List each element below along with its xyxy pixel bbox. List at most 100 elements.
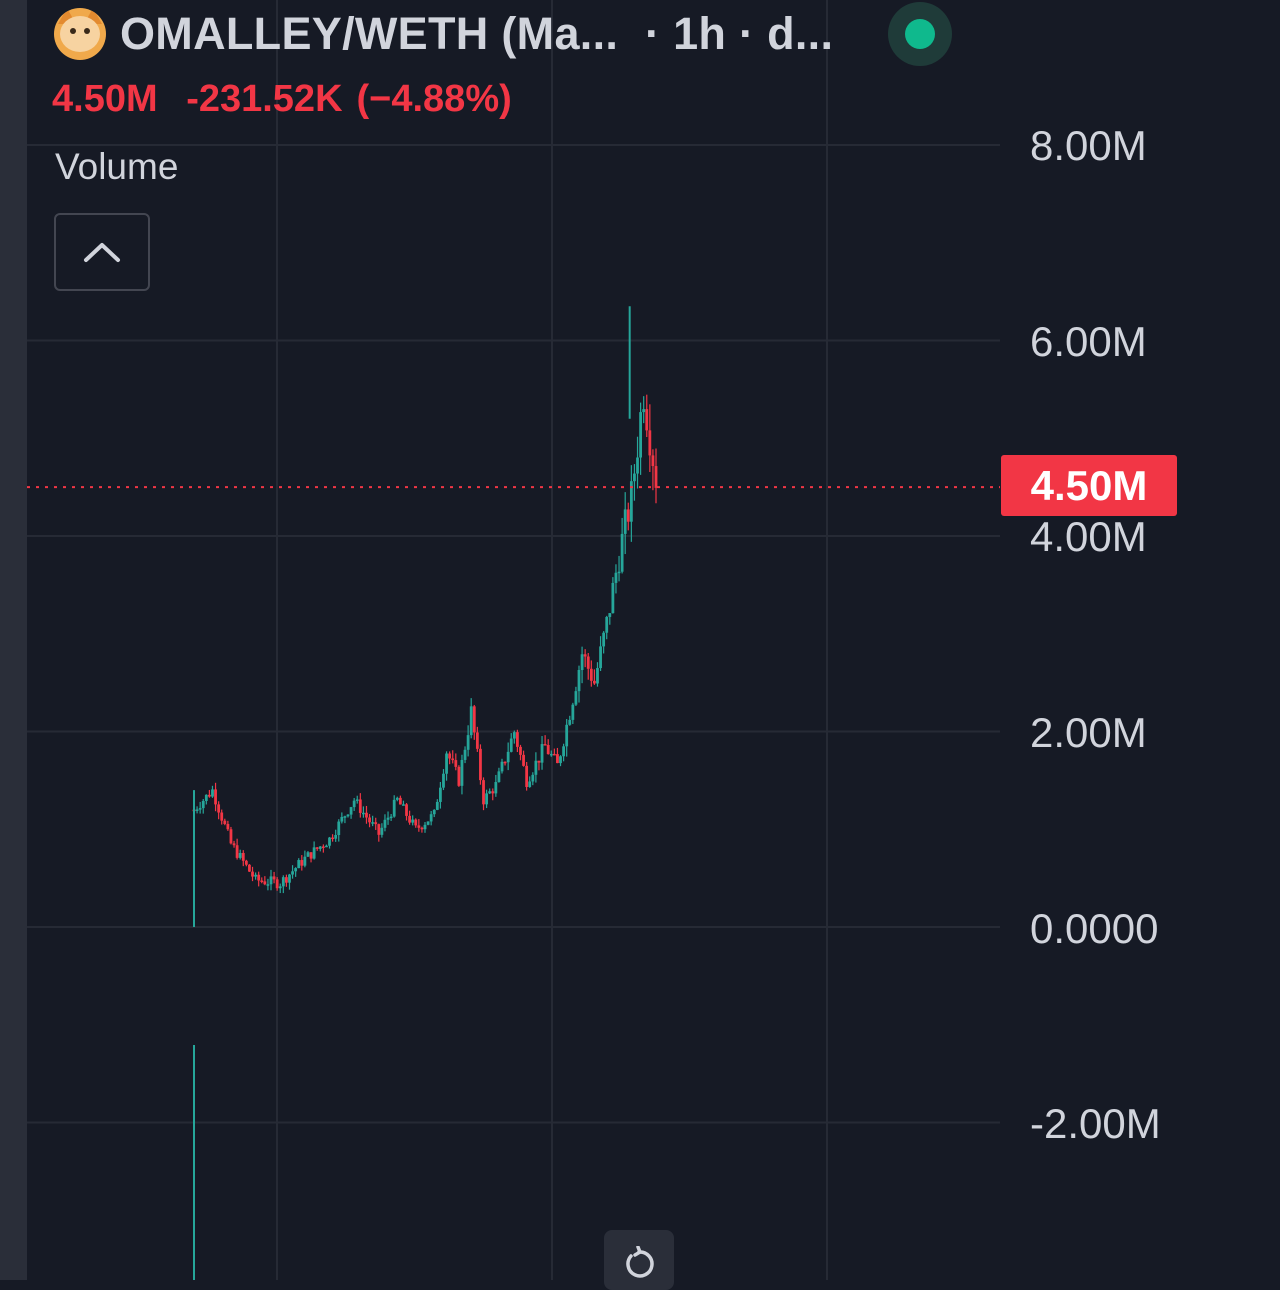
candle-body — [562, 746, 565, 757]
candle-body — [346, 814, 350, 817]
axis-label-zero: 0.0000 — [1030, 905, 1159, 952]
candle-body — [269, 876, 273, 885]
candle-body — [294, 868, 298, 872]
candle-body — [331, 837, 334, 840]
chevron-up-icon — [84, 243, 120, 262]
candle-body — [500, 761, 504, 772]
candle-body — [386, 817, 390, 820]
candle-body — [583, 654, 587, 657]
candle-body — [571, 704, 575, 720]
candle-body — [414, 819, 418, 826]
candle-body — [463, 749, 467, 760]
candle-body — [540, 744, 544, 763]
symbol-header[interactable]: OMALLEY/WETH (Ma... · 1h · d... — [54, 8, 833, 60]
candle-body — [497, 771, 501, 783]
candle-body — [546, 745, 550, 755]
candle-body — [596, 668, 599, 684]
candle-body — [629, 481, 633, 522]
volume-indicator-label[interactable]: Volume — [55, 146, 179, 187]
candle-body — [398, 797, 402, 805]
symbol-interval: · 1h · d... — [645, 8, 834, 59]
candle-body — [602, 632, 606, 647]
live-status-icon[interactable] — [888, 2, 952, 66]
candle-body — [466, 735, 470, 750]
candle-body — [503, 761, 507, 764]
axis-label-neg-2m: -2.00M — [1030, 1100, 1161, 1147]
candle-body — [235, 845, 239, 858]
candle-body — [214, 789, 217, 805]
candle-body — [220, 812, 224, 821]
candle-body — [537, 760, 541, 763]
candle-body — [423, 824, 427, 830]
candle-body — [611, 582, 615, 614]
candle-body — [472, 706, 476, 733]
chart-pane[interactable] — [27, 0, 1280, 1280]
candle-body — [519, 746, 522, 755]
candle-body — [608, 613, 612, 617]
candle-body — [457, 766, 461, 786]
candle-body — [257, 874, 261, 881]
candle-body — [321, 846, 325, 848]
candle-body — [491, 791, 495, 794]
price-change: -231.52K — [186, 78, 343, 120]
candle-body — [223, 820, 227, 824]
candle-body — [565, 724, 569, 747]
candle-body — [340, 816, 344, 822]
candle-body — [392, 799, 396, 817]
candle-body — [226, 823, 230, 830]
candle-body — [623, 509, 627, 534]
candle-body — [251, 871, 254, 877]
candle-body — [531, 774, 535, 782]
candle-body — [368, 817, 371, 823]
axis-label-6m: 6.00M — [1030, 318, 1147, 365]
candle-body — [605, 616, 609, 633]
candle-body — [352, 800, 356, 808]
reset-chart-button[interactable] — [604, 1230, 674, 1290]
candle-body — [599, 646, 602, 669]
candle-body — [614, 572, 618, 583]
symbol-title: OMALLEY/WETH (Ma... · 1h · d... — [120, 8, 833, 60]
candle-body — [198, 808, 202, 810]
axis-label-8m: 8.00M — [1030, 122, 1147, 169]
candle-body — [383, 819, 387, 828]
candle-body — [395, 797, 399, 800]
candle-body — [593, 680, 596, 684]
candle-body — [639, 412, 642, 458]
candle-body — [522, 754, 525, 766]
candle-body — [556, 754, 559, 764]
candle-body — [580, 654, 584, 671]
candle-body — [626, 509, 630, 522]
candle-body — [309, 852, 313, 859]
quote-line: 4.50M -231.52K (−4.88%) — [52, 78, 530, 121]
candle-body — [482, 780, 485, 805]
candle-body — [328, 837, 331, 846]
candle-body — [420, 827, 424, 830]
candle-body — [494, 782, 498, 794]
chart-grid — [27, 0, 1000, 1280]
candle-body — [586, 656, 590, 669]
candle-body — [543, 744, 547, 746]
candle-body — [642, 409, 646, 413]
candle-body — [272, 876, 276, 880]
candle-body — [281, 877, 285, 887]
candle-body — [374, 822, 378, 825]
candle-body — [648, 430, 652, 456]
candle-body — [534, 760, 538, 775]
candle-body — [435, 801, 439, 810]
candle-body — [229, 829, 233, 844]
candle-body — [417, 825, 421, 828]
candle-body — [288, 874, 291, 883]
candle-body — [654, 466, 658, 488]
candle-body — [312, 847, 316, 859]
candle-body — [516, 732, 519, 747]
collapse-indicators-button[interactable] — [54, 213, 150, 291]
candle-body — [300, 860, 304, 866]
candle-body — [318, 846, 322, 849]
candle-body — [208, 794, 211, 797]
candle-body — [248, 864, 251, 872]
candle-body — [411, 819, 415, 823]
candle-body — [371, 822, 375, 824]
candle-body — [633, 473, 636, 482]
candle-body — [506, 751, 510, 763]
